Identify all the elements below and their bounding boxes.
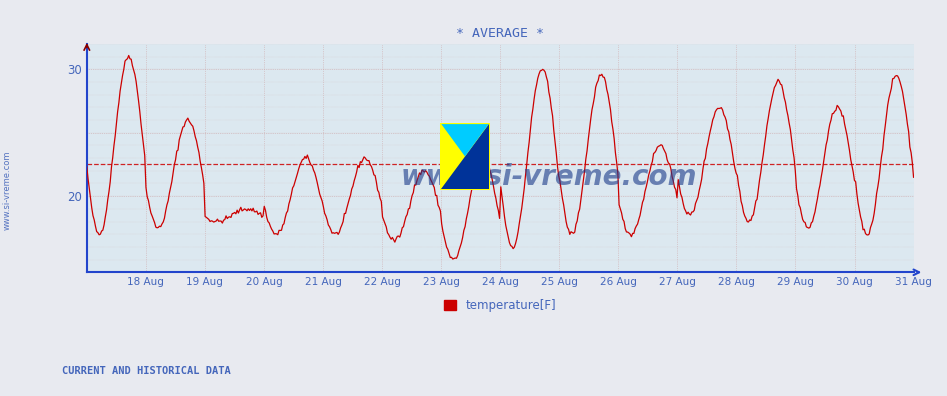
Text: CURRENT AND HISTORICAL DATA: CURRENT AND HISTORICAL DATA (62, 366, 230, 376)
Polygon shape (441, 124, 489, 189)
Title: * AVERAGE *: * AVERAGE * (456, 27, 545, 40)
Legend: temperature[F]: temperature[F] (439, 294, 561, 317)
Polygon shape (441, 124, 489, 156)
Text: www.si-vreme.com: www.si-vreme.com (401, 164, 698, 192)
Text: www.si-vreme.com: www.si-vreme.com (3, 150, 12, 230)
